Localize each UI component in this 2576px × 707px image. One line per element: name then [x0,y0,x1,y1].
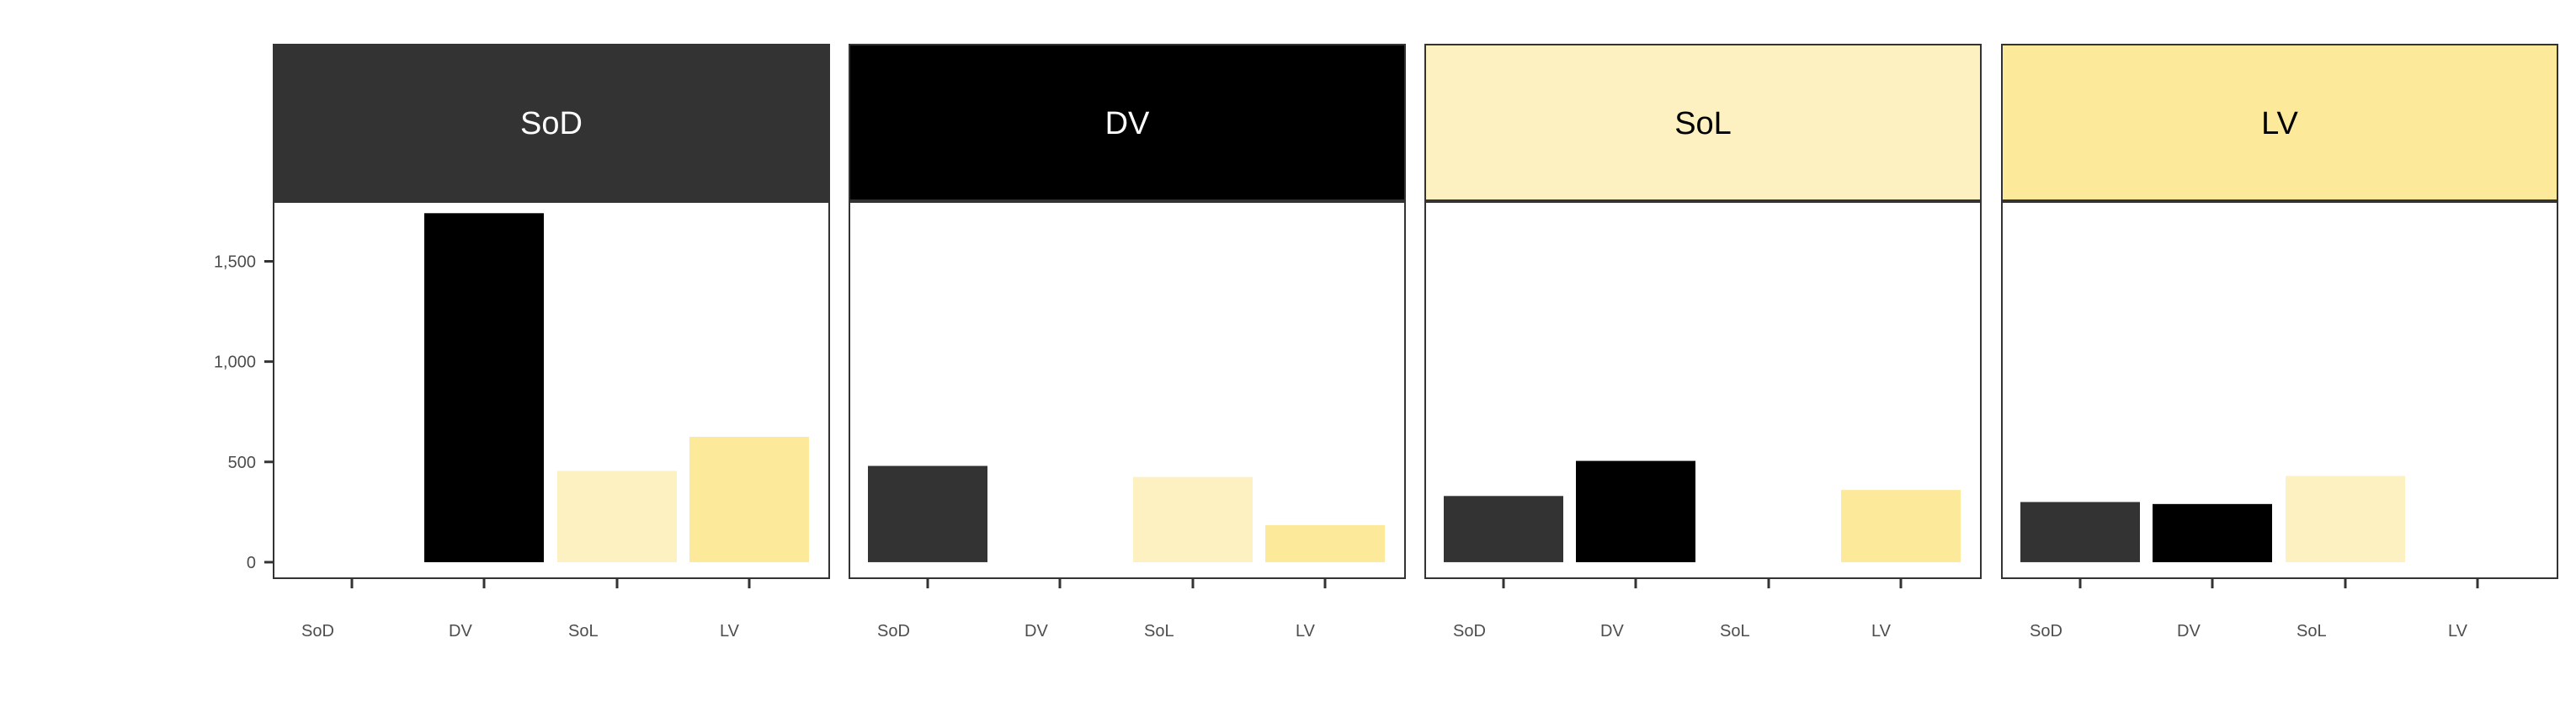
facet-panel-sod: SoD SoD DV SoL LV [273,44,830,641]
x-tick-label: LV [2448,622,2468,641]
x-tick-label: SoD [877,622,910,641]
facet-strip-title: SoL [1674,106,1732,141]
bar-sod-sol [557,470,677,562]
y-tick-label: 1,000 [214,354,256,372]
x-tick-label: DV [449,622,472,641]
bar-sod-dv [424,213,544,562]
x-tick-label: SoD [2030,622,2062,641]
facet-strip [1424,44,1982,202]
y-axis: 0 500 1,000 1,500 [214,252,274,572]
x-tick-label: SoL [1144,622,1174,641]
x-tick-label: DV [1600,622,1624,641]
bar-lv-dv [2153,503,2272,562]
y-tick-label: 0 [247,554,256,572]
bar-lv-sol [2286,476,2405,562]
facet-strip-title: DV [1105,106,1150,141]
facet-strip [273,44,830,202]
x-tick-label: LV [1296,622,1316,641]
x-tick-label: SoD [301,622,334,641]
x-tick-label: SoD [1453,622,1486,641]
x-tick-label: DV [1025,622,1048,641]
x-tick-label: LV [1871,622,1892,641]
bar-dv-lv [1265,524,1385,562]
bar-sol-dv [1576,460,1695,562]
facet-panel-sol: SoL SoD DV SoL LV [1424,44,1982,641]
facet-panel-lv: LV SoD DV SoL LV [2001,44,2558,641]
bar-dv-sod [868,465,987,562]
bar-dv-sol [1133,476,1253,562]
x-tick-label: SoL [1720,622,1750,641]
bar-lv-sod [2020,502,2140,562]
y-tick-label: 500 [228,454,256,472]
facet-panel-dv: DV SoD DV SoL LV [849,44,1406,641]
facet-strip [2001,44,2558,202]
x-tick-label: SoL [568,622,599,641]
bar-sol-lv [1841,490,1961,562]
facet-strip-title: SoD [520,106,583,141]
bar-sod-lv [689,437,809,562]
x-tick-label: LV [720,622,740,641]
y-tick-label: 1,500 [214,252,256,271]
x-tick-label: DV [2177,622,2201,641]
facet-strip-title: LV [2261,106,2298,141]
x-tick-label: SoL [2297,622,2327,641]
bar-sol-sod [1444,496,1563,562]
